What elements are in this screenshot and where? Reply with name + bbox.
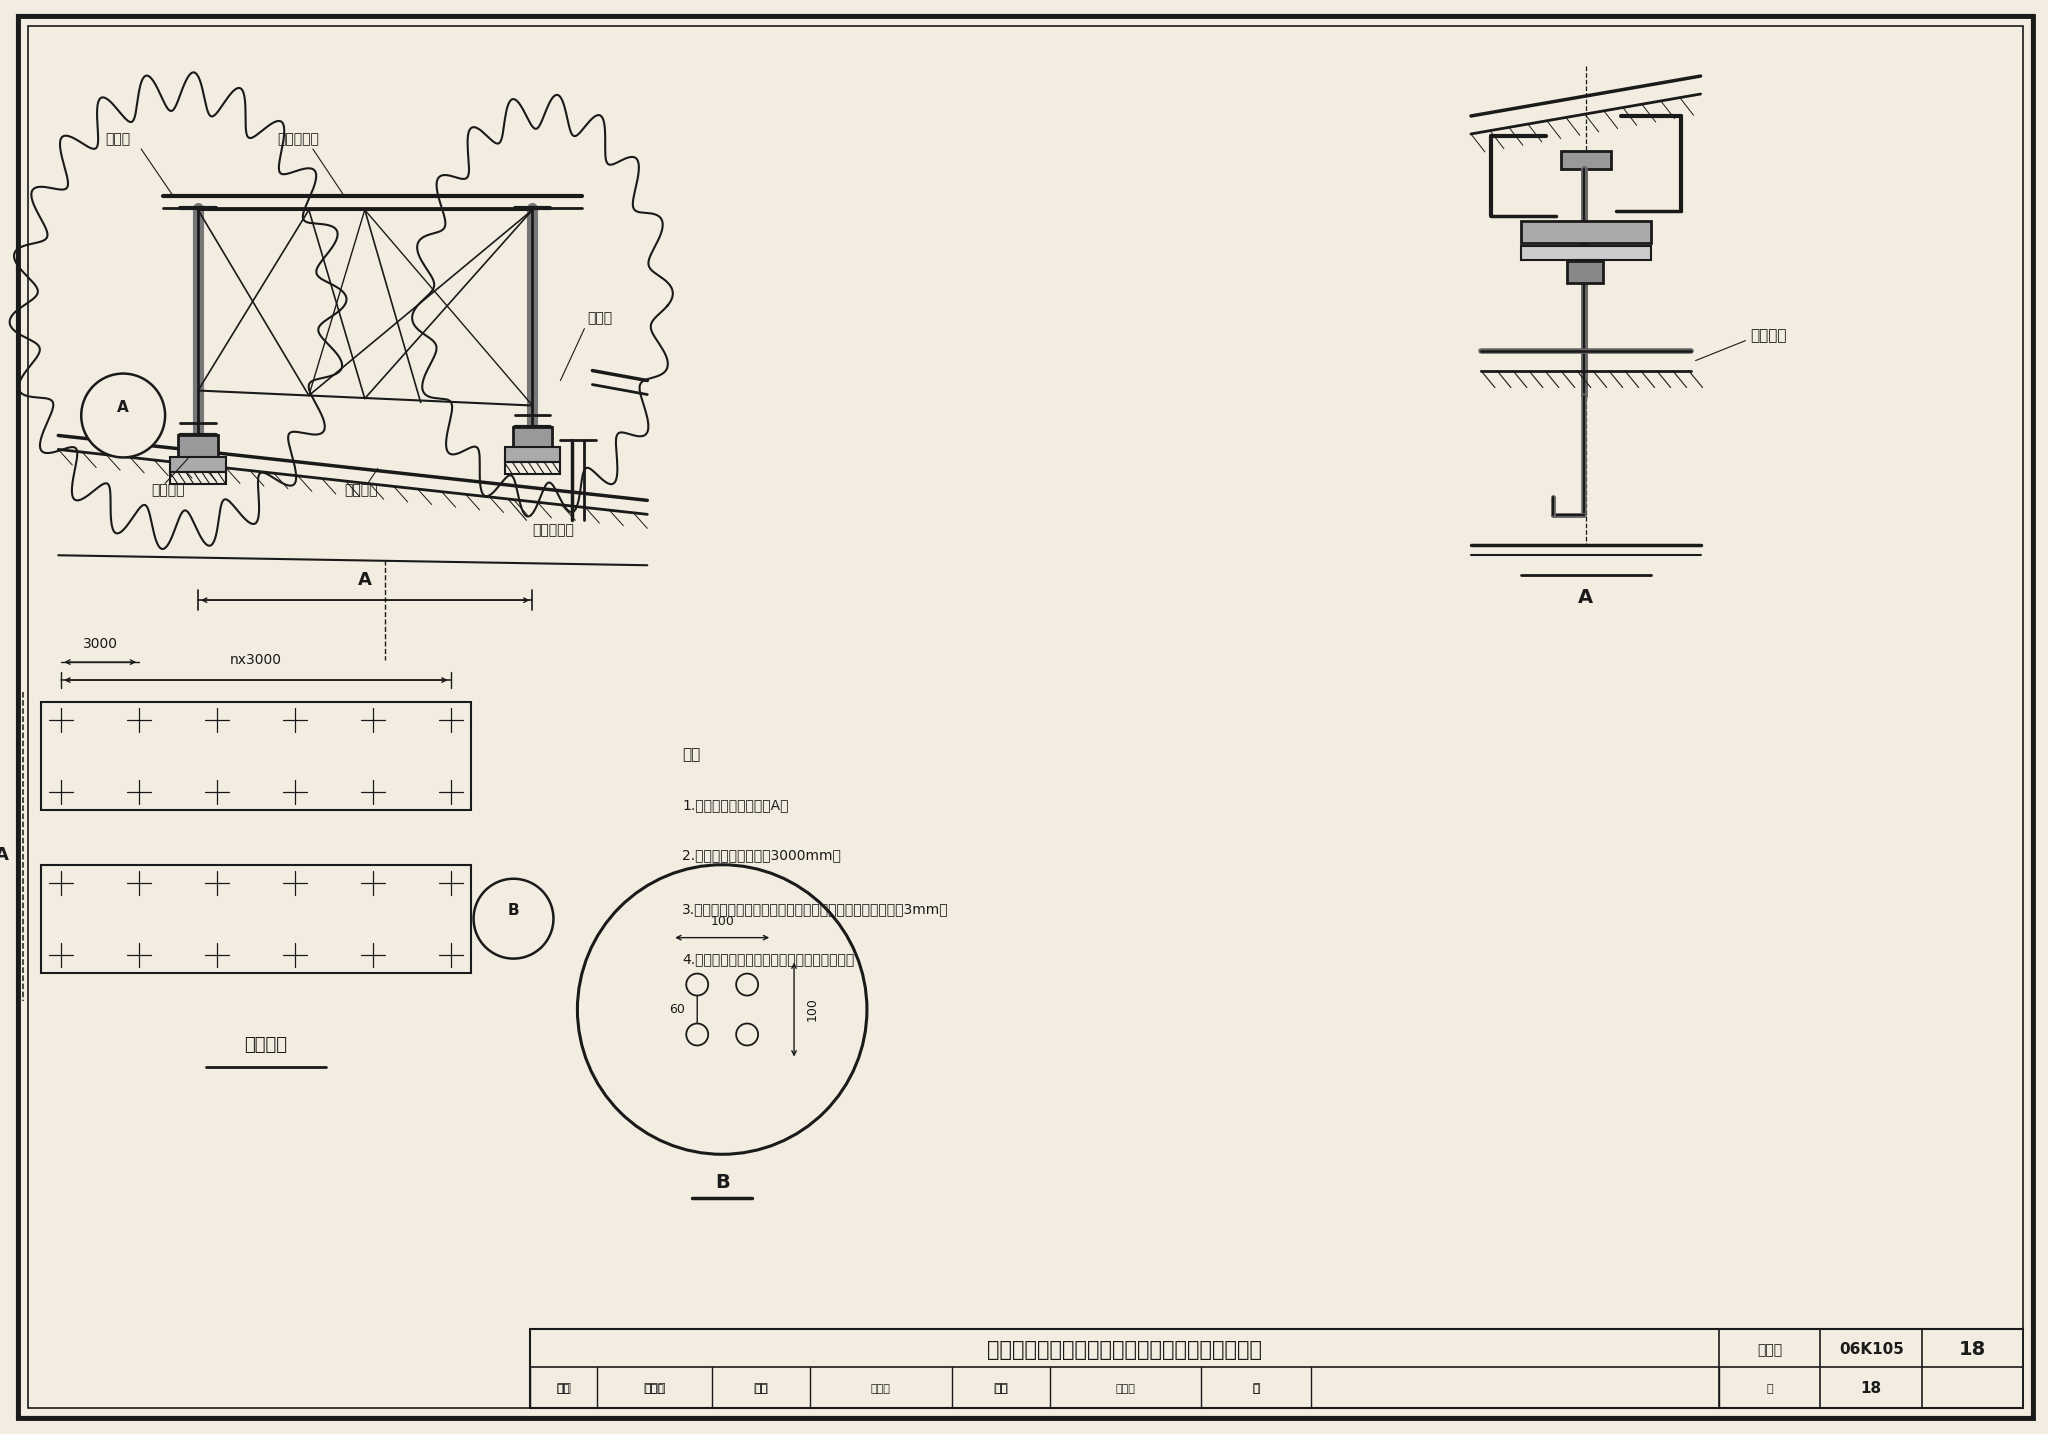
Text: 屋面层: 屋面层 [588, 311, 612, 326]
Text: 3.本通风器基础找平钢墩须在同一水平面上，误差不得大于3mm。: 3.本通风器基础找平钢墩须在同一水平面上，误差不得大于3mm。 [682, 902, 948, 916]
Text: 找平钢墩: 找平钢墩 [152, 483, 184, 498]
Bar [41, 703, 471, 810]
Text: 设计: 设计 [993, 1382, 1008, 1395]
Circle shape [82, 374, 166, 457]
Text: 泛水板: 泛水板 [106, 132, 131, 146]
Text: 审核: 审核 [557, 1384, 569, 1394]
Circle shape [686, 974, 709, 995]
Text: 60: 60 [670, 1002, 686, 1017]
Bar [504, 447, 561, 462]
Bar [1561, 151, 1610, 169]
Text: A: A [1579, 588, 1593, 607]
Circle shape [578, 865, 866, 1154]
Text: 06K105: 06K105 [1839, 1342, 1905, 1358]
Bar [178, 436, 217, 457]
Bar [170, 457, 225, 472]
Text: 校对: 校对 [754, 1382, 768, 1395]
Bar [504, 462, 561, 475]
Text: A: A [358, 571, 371, 589]
Circle shape [735, 974, 758, 995]
Text: 页: 页 [1253, 1384, 1260, 1394]
Text: 页: 页 [1765, 1384, 1774, 1394]
Text: 温庆寅: 温庆寅 [645, 1384, 664, 1394]
Text: 注：: 注： [682, 747, 700, 763]
Text: 审核: 审核 [555, 1382, 571, 1395]
Text: 1.本通风器喉口尺寸为A。: 1.本通风器喉口尺寸为A。 [682, 797, 788, 812]
Text: 汪朝晖: 汪朝晖 [870, 1384, 891, 1394]
Circle shape [735, 1024, 758, 1045]
Text: 3000: 3000 [82, 637, 117, 651]
Text: 屋顶钢架: 屋顶钢架 [344, 483, 377, 498]
Text: 室内落水管: 室内落水管 [532, 523, 573, 538]
Text: 4.本图仅为安装示意，结构基础由设计完成。: 4.本图仅为安装示意，结构基础由设计完成。 [682, 952, 854, 967]
Text: 汤振秀: 汤振秀 [643, 1382, 666, 1395]
Text: B: B [508, 903, 520, 918]
Circle shape [473, 879, 553, 958]
Bar [41, 865, 471, 972]
Text: A: A [117, 400, 129, 414]
Text: nx3000: nx3000 [229, 652, 283, 667]
Text: 18: 18 [1862, 1381, 1882, 1397]
Text: 100: 100 [711, 915, 733, 928]
Text: B: B [715, 1173, 729, 1192]
Bar [512, 427, 553, 447]
Text: 流线型屋顶自然通风器钢结构斜屋面上安装示意图: 流线型屋顶自然通风器钢结构斜屋面上安装示意图 [987, 1339, 1262, 1359]
Text: 18: 18 [1958, 1341, 1987, 1359]
Text: 图集号: 图集号 [1757, 1344, 1782, 1357]
Bar [1567, 261, 1604, 282]
Text: A: A [0, 846, 8, 863]
Text: 基础平面: 基础平面 [244, 1037, 287, 1054]
Bar [170, 472, 225, 485]
Bar [1522, 221, 1651, 242]
Bar [1522, 245, 1651, 260]
Text: 赵立民: 赵立民 [1116, 1384, 1135, 1394]
Text: 100: 100 [805, 998, 819, 1021]
Text: 设计: 设计 [993, 1384, 1008, 1394]
Text: 页: 页 [1253, 1382, 1260, 1395]
Text: 2.本通风器单元长度为3000mm。: 2.本通风器单元长度为3000mm。 [682, 847, 842, 862]
Text: 型钢基础: 型钢基础 [1751, 328, 1788, 343]
Text: 校对: 校对 [754, 1384, 768, 1394]
Circle shape [686, 1024, 709, 1045]
Text: 通风器底座: 通风器底座 [276, 132, 319, 146]
